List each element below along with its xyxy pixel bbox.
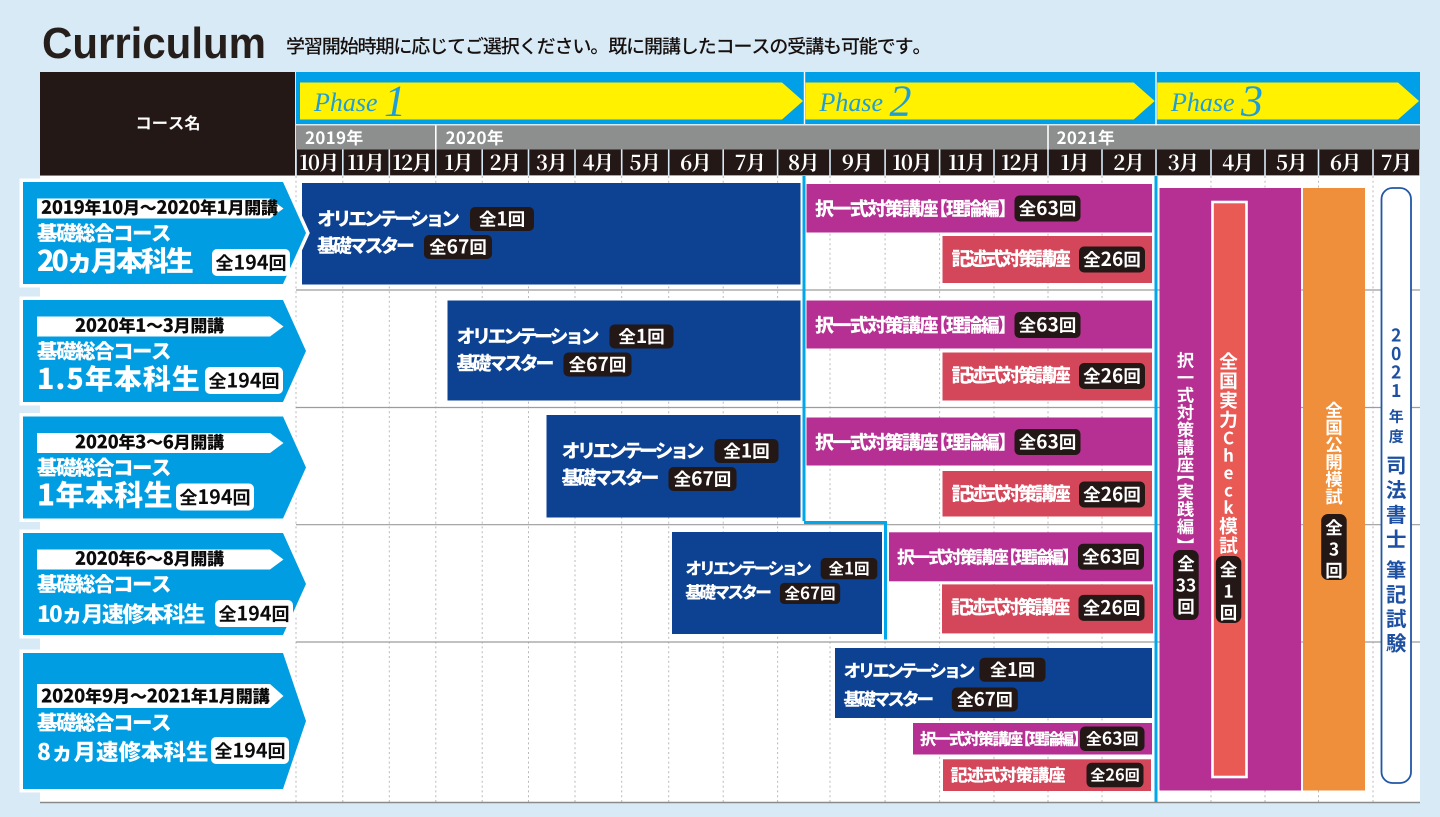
svg-text:Curriculum: Curriculum bbox=[42, 19, 266, 68]
